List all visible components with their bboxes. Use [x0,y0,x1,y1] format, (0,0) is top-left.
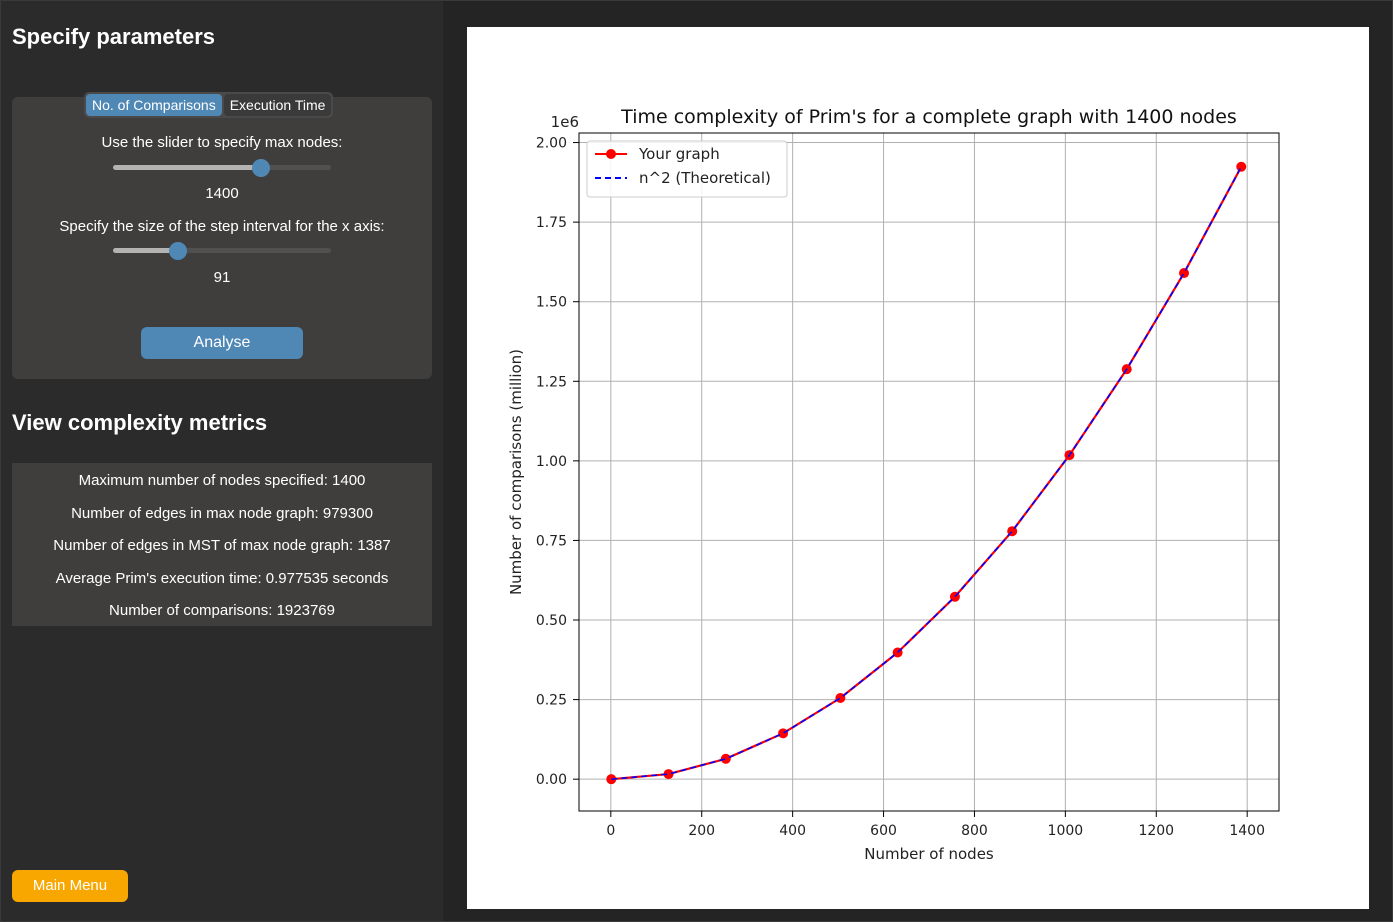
max-nodes-label: Use the slider to specify max nodes: [101,134,343,151]
plot-panel: 0 200 400 600 800 1000 1200 1400 0.00 0.25 0.50 0.7… [467,27,1369,909]
y-tick-label: 0.25 [536,693,567,709]
x-axis-label: Number of nodes [864,845,994,863]
y-tick-label: 2.00 [536,136,567,152]
parameters-panel: No. of Comparisons Execution Time Use th… [12,92,432,379]
max-nodes-slider-fill [113,165,262,170]
chart-title: Time complexity of Prim's for a complete… [620,106,1237,128]
legend-label-your-graph: Your graph [638,145,720,163]
y-axis-offset-label: 1e6 [551,113,579,131]
step-interval-slider-fill [113,248,179,253]
metrics-panel: Maximum number of nodes specified: 1400 … [12,463,432,626]
x-tick-label: 200 [688,823,715,839]
max-nodes-slider-thumb[interactable] [252,159,271,177]
legend-box [586,140,788,198]
your-graph-point [1179,268,1189,279]
y-tick-label: 0.75 [536,533,567,549]
complexity-chart: 0 200 400 600 800 1000 1200 1400 0.00 0.25 0.50 0.7… [507,106,1280,863]
y-tick-label: 1.25 [536,374,567,390]
x-tick-label: 0 [606,823,615,839]
x-tick-label: 1400 [1229,823,1265,839]
axes-frame [578,132,1280,812]
chart-legend: Your graph n^2 (Theoretical) [586,140,788,198]
axis-ticks: 0 200 400 600 800 1000 1200 1400 0.00 0.25 0.50 0.7… [536,136,1265,839]
y-tick-label: 1.50 [536,295,567,311]
tab-execution-time[interactable]: Execution Time [223,94,332,116]
step-interval-label: Specify the size of the step interval fo… [59,218,385,235]
data-series [606,161,1247,785]
sidebar: Specify parameters No. of Comparisons Ex… [0,0,443,922]
series-theoretical-line [611,166,1242,780]
metric-edges-max-graph: Number of edges in max node graph: 97930… [71,505,373,522]
x-tick-label: 400 [779,823,806,839]
metric-max-nodes: Maximum number of nodes specified: 1400 [78,472,366,489]
legend-marker-your-graph [606,149,616,159]
your-graph-point [720,753,731,764]
analyse-button[interactable]: Analyse [141,327,303,359]
y-tick-label: 1.75 [536,215,567,231]
metric-comparisons: Number of comparisons: 1923769 [109,602,335,619]
x-tick-label: 600 [870,823,897,839]
y-tick-label: 0.50 [536,613,567,629]
your-graph-point [1236,161,1247,172]
metric-avg-execution-time: Average Prim's execution time: 0.977535 … [55,570,389,587]
your-graph-point [663,769,674,780]
step-interval-slider[interactable] [113,242,331,260]
view-complexity-metrics-heading: View complexity metrics [12,410,268,435]
main-menu-button[interactable]: Main Menu [12,870,128,902]
metric-tab-bar: No. of Comparisons Execution Time [84,92,334,118]
metric-edges-mst: Number of edges in MST of max node graph… [53,537,391,554]
legend-label-theoretical: n^2 (Theoretical) [639,169,771,187]
y-tick-label: 1.00 [536,454,567,470]
tab-no-of-comparisons[interactable]: No. of Comparisons [86,94,222,116]
x-tick-label: 800 [961,823,988,839]
x-tick-label: 1200 [1138,823,1174,839]
max-nodes-slider[interactable] [113,159,331,177]
specify-parameters-heading: Specify parameters [12,24,215,49]
your-graph-point [778,728,789,739]
x-tick-label: 1000 [1048,823,1084,839]
your-graph-point [606,774,617,785]
y-axis-label: Number of comparisons (million) [507,349,525,595]
grid-lines [579,133,1279,811]
series-your-graph-line [611,166,1243,781]
step-interval-slider-thumb[interactable] [169,242,188,260]
y-tick-label: 0.00 [536,772,567,788]
step-interval-value: 91 [213,269,231,286]
max-nodes-value: 1400 [205,185,239,202]
